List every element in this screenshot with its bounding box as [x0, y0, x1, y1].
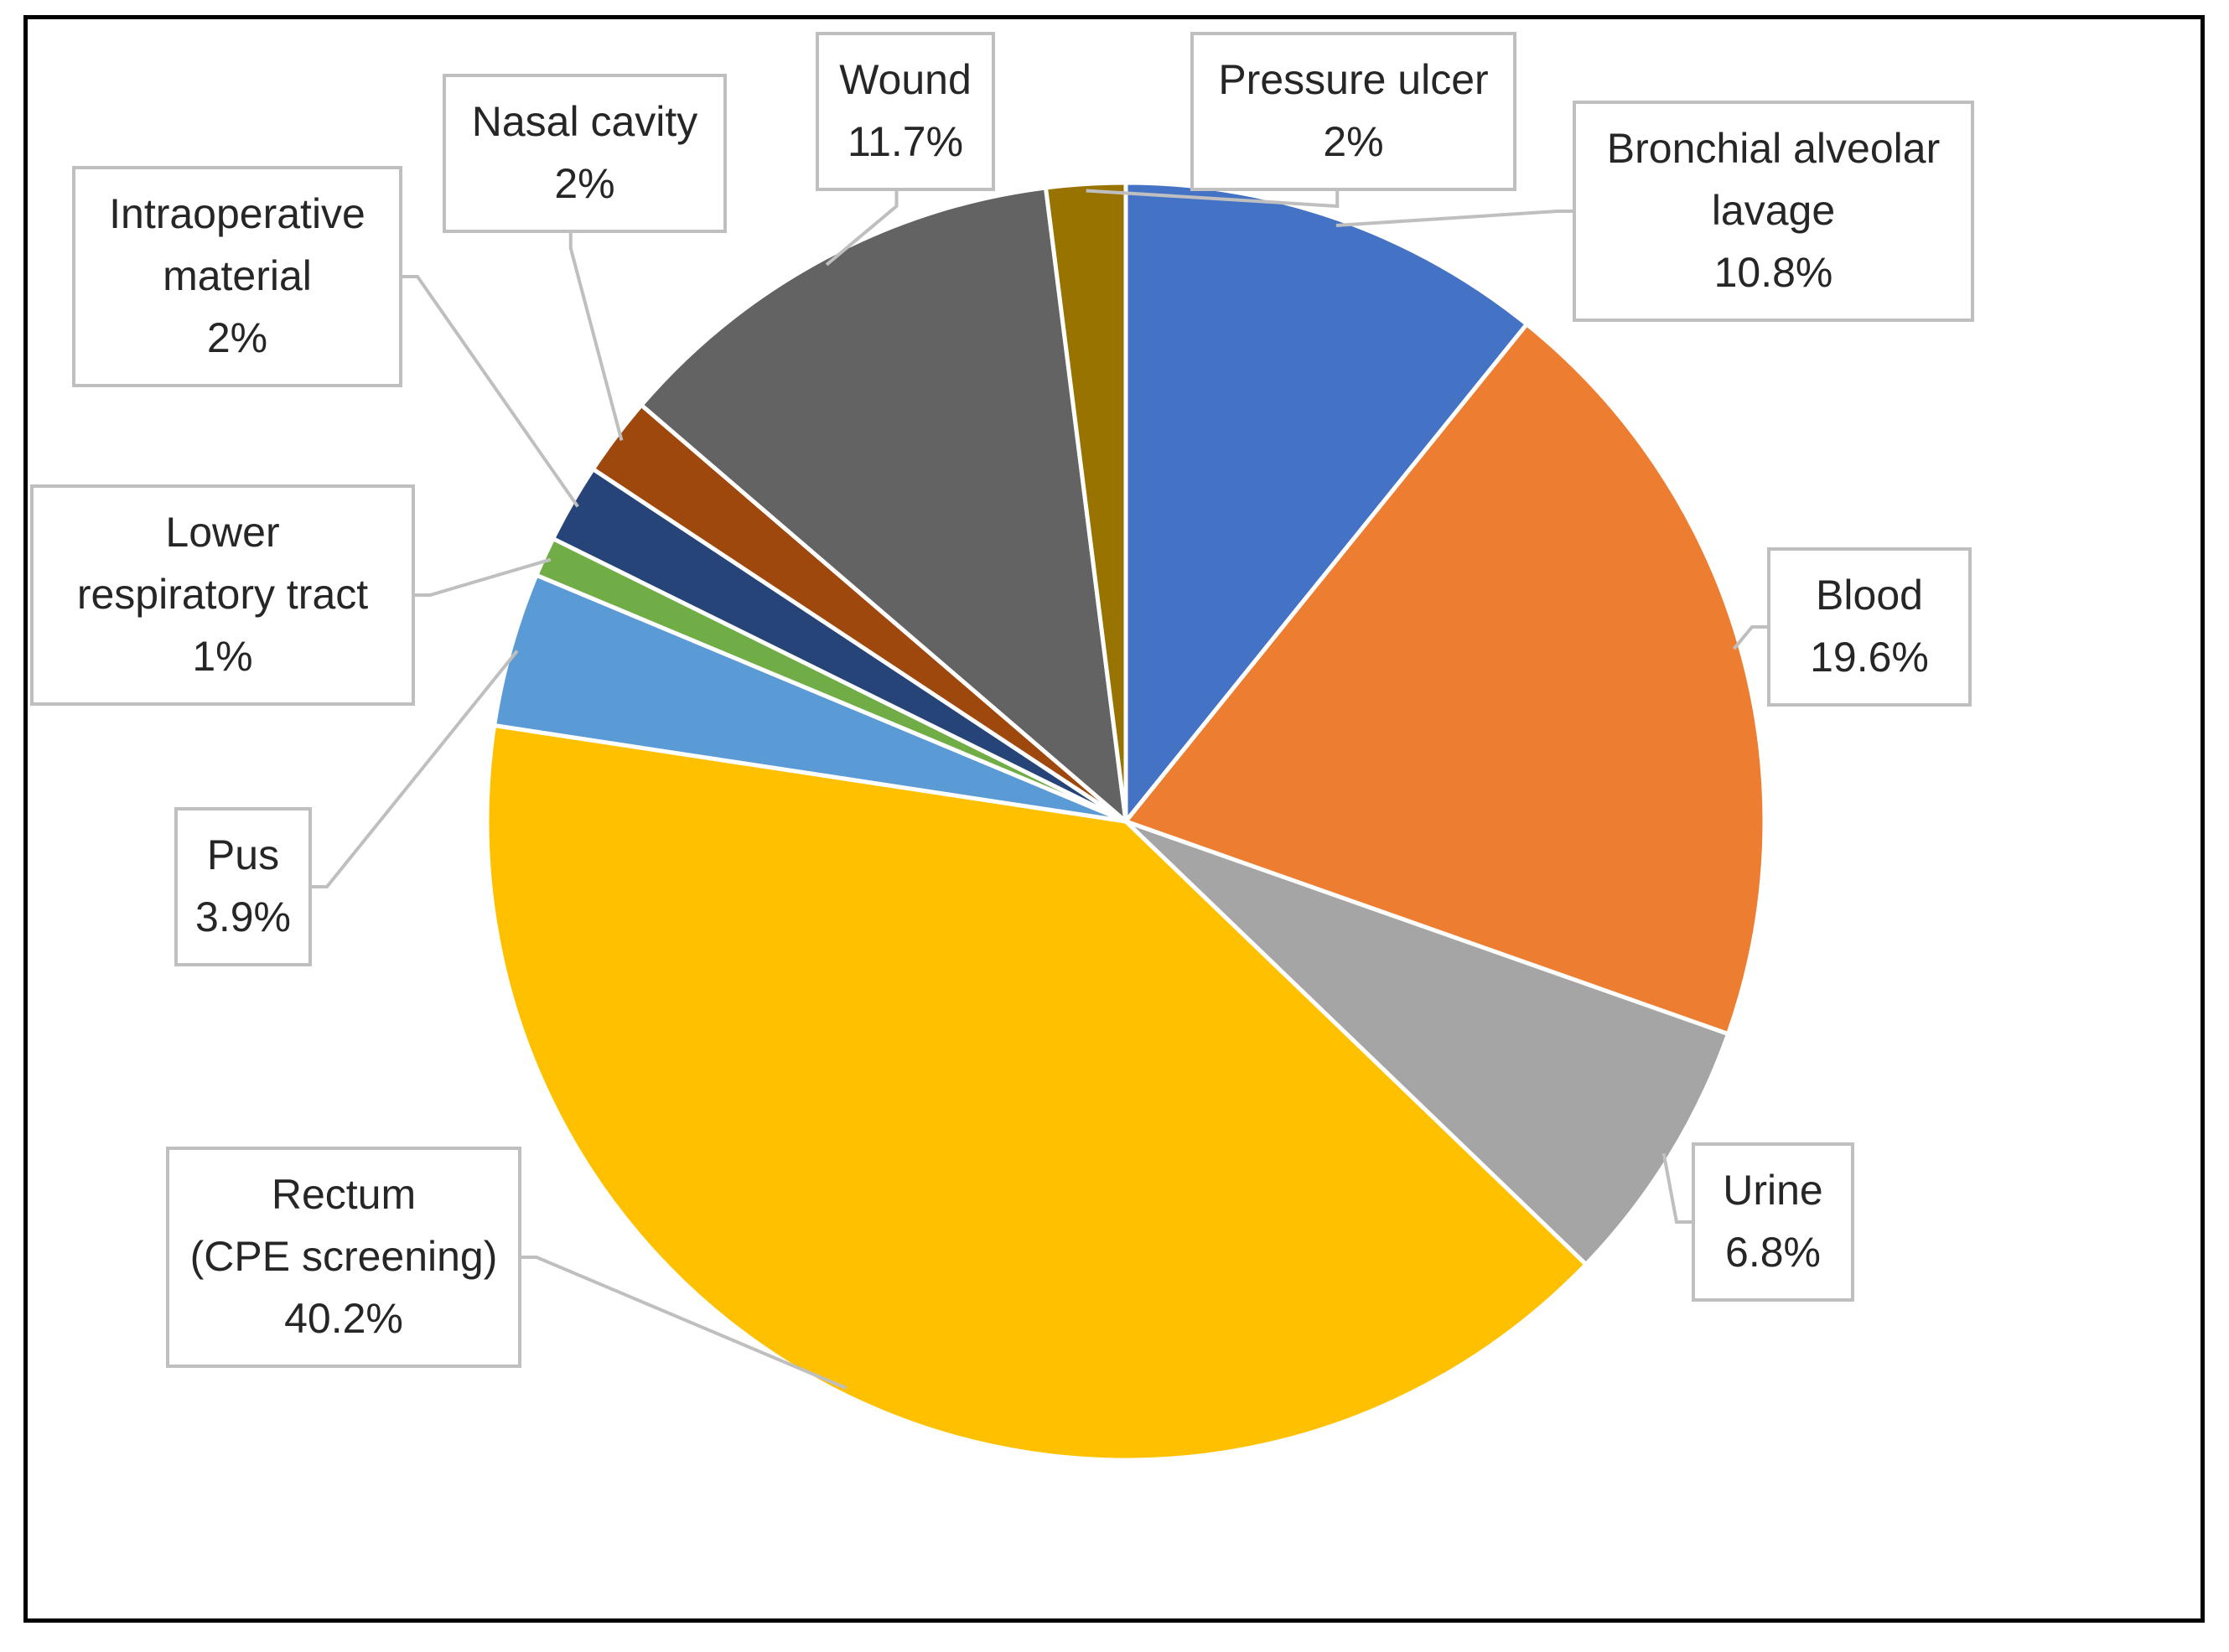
pie-slice-bronchial-alveolar-lavage [1123, 180, 1530, 828]
data-label-box [174, 807, 312, 966]
pie-slice-wound [638, 185, 1129, 827]
leader-line [413, 557, 552, 597]
data-label-text: Urine [1723, 1167, 1822, 1214]
data-label-text: Blood [1816, 572, 1923, 619]
leader-line [1086, 189, 1340, 209]
leader-line [520, 1256, 847, 1390]
data-label-text: 11.7% [848, 118, 963, 165]
data-label-text: Lower [165, 509, 279, 556]
data-label-text: 2% [554, 160, 614, 207]
data-label-box [166, 1147, 521, 1368]
data-labels: Bronchial alveolar lavage 10.8% Blood 19.6% U… [30, 32, 1974, 1368]
leader-line [401, 275, 579, 508]
data-label-text: lavage [1712, 187, 1835, 234]
leader-line [1661, 1152, 1693, 1224]
leader-line [310, 650, 519, 888]
leader-lines [310, 189, 1769, 1390]
data-label-box [816, 32, 995, 191]
pie-slices [485, 180, 1767, 1463]
leader-line [1732, 625, 1769, 650]
data-label-box [30, 484, 415, 706]
pie-slice-urine [1124, 819, 1731, 1268]
data-label-text: material [163, 252, 312, 299]
pie-slice-pressure-ulcer [1043, 180, 1128, 822]
data-label-text: Pressure ulcer [1218, 56, 1488, 103]
leader-line [568, 231, 624, 441]
pie-slice-rectum-cpe-screening [485, 722, 1589, 1463]
data-label-box [1767, 547, 1972, 707]
data-label-text: 10.8% [1714, 249, 1833, 296]
leader-line [1335, 210, 1574, 227]
data-label-box [72, 166, 402, 387]
data-label-box [1190, 32, 1516, 191]
data-label-text: Bronchial alveolar [1607, 125, 1940, 172]
data-label-text: Nasal cavity [472, 98, 698, 145]
data-label-text: 3.9% [195, 893, 291, 940]
data-label-text: 2% [1323, 118, 1383, 165]
data-label-box [1573, 101, 1974, 322]
data-label-text: Intraoperative [109, 190, 365, 237]
data-label-text: respiratory tract [77, 571, 368, 618]
data-label-text: Rectum [272, 1171, 416, 1218]
data-label-box [443, 74, 727, 233]
pie-slice-pus [491, 572, 1127, 824]
data-label-text: 40.2% [284, 1295, 403, 1342]
data-label-text: (CPE screening) [190, 1233, 498, 1280]
leader-line [825, 189, 899, 267]
data-label-text: 6.8% [1725, 1229, 1821, 1276]
data-label-text: 1% [192, 633, 252, 680]
data-label-text: Pus [207, 831, 279, 878]
data-label-text: 19.6% [1810, 634, 1929, 681]
data-label-text: Wound [839, 56, 972, 103]
data-label-box [1692, 1142, 1854, 1302]
pie-slice-blood [1122, 321, 1767, 1037]
data-label-text: 2% [207, 314, 267, 361]
